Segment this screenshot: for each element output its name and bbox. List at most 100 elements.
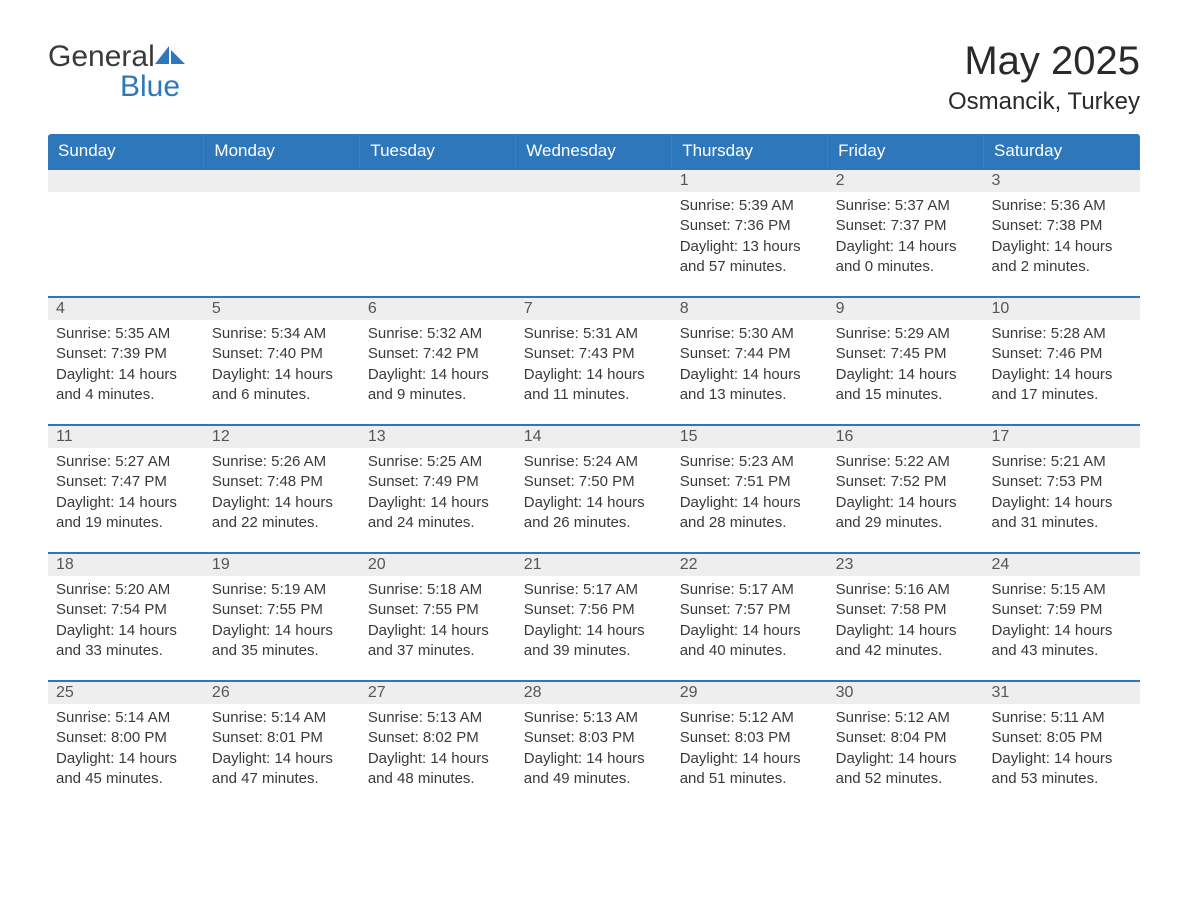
calendar-day-cell: 18Sunrise: 5:20 AMSunset: 7:54 PMDayligh… (48, 552, 204, 680)
calendar-day-cell: 29Sunrise: 5:12 AMSunset: 8:03 PMDayligh… (672, 680, 828, 808)
sunrise-line: Sunrise: 5:23 AM (680, 452, 820, 472)
sunrise-line: Sunrise: 5:22 AM (836, 452, 976, 472)
daylight-line: Daylight: 14 hours and 15 minutes. (836, 365, 976, 406)
day-details: Sunrise: 5:12 AMSunset: 8:03 PMDaylight:… (672, 704, 828, 797)
sunrise-line: Sunrise: 5:35 AM (56, 324, 196, 344)
calendar-day-cell (516, 168, 672, 296)
calendar-week-row: 25Sunrise: 5:14 AMSunset: 8:00 PMDayligh… (48, 680, 1140, 808)
calendar-day-cell: 5Sunrise: 5:34 AMSunset: 7:40 PMDaylight… (204, 296, 360, 424)
calendar-day-cell (204, 168, 360, 296)
sunrise-line: Sunrise: 5:11 AM (992, 708, 1132, 728)
day-number-empty (204, 168, 360, 192)
sunset-line: Sunset: 8:00 PM (56, 728, 196, 748)
calendar-day-cell: 4Sunrise: 5:35 AMSunset: 7:39 PMDaylight… (48, 296, 204, 424)
daylight-line: Daylight: 14 hours and 2 minutes. (992, 237, 1132, 278)
weekday-header: Monday (204, 134, 360, 168)
sunset-line: Sunset: 7:45 PM (836, 344, 976, 364)
day-details: Sunrise: 5:32 AMSunset: 7:42 PMDaylight:… (360, 320, 516, 413)
sunset-line: Sunset: 7:53 PM (992, 472, 1132, 492)
day-number: 17 (984, 424, 1140, 448)
calendar-table: Sunday Monday Tuesday Wednesday Thursday… (48, 134, 1140, 808)
calendar-day-cell: 23Sunrise: 5:16 AMSunset: 7:58 PMDayligh… (828, 552, 984, 680)
day-number: 9 (828, 296, 984, 320)
daylight-line: Daylight: 14 hours and 0 minutes. (836, 237, 976, 278)
daylight-line: Daylight: 14 hours and 13 minutes. (680, 365, 820, 406)
day-details: Sunrise: 5:28 AMSunset: 7:46 PMDaylight:… (984, 320, 1140, 413)
calendar-day-cell: 31Sunrise: 5:11 AMSunset: 8:05 PMDayligh… (984, 680, 1140, 808)
day-details: Sunrise: 5:14 AMSunset: 8:01 PMDaylight:… (204, 704, 360, 797)
sunrise-line: Sunrise: 5:27 AM (56, 452, 196, 472)
sunset-line: Sunset: 7:56 PM (524, 600, 664, 620)
day-number: 12 (204, 424, 360, 448)
sunset-line: Sunset: 7:39 PM (56, 344, 196, 364)
calendar-day-cell: 13Sunrise: 5:25 AMSunset: 7:49 PMDayligh… (360, 424, 516, 552)
sunset-line: Sunset: 7:37 PM (836, 216, 976, 236)
day-details: Sunrise: 5:22 AMSunset: 7:52 PMDaylight:… (828, 448, 984, 541)
daylight-line: Daylight: 14 hours and 31 minutes. (992, 493, 1132, 534)
sunset-line: Sunset: 7:47 PM (56, 472, 196, 492)
sunrise-line: Sunrise: 5:32 AM (368, 324, 508, 344)
logo: General Blue (48, 40, 189, 102)
sunset-line: Sunset: 7:42 PM (368, 344, 508, 364)
sunset-line: Sunset: 8:03 PM (524, 728, 664, 748)
sunset-line: Sunset: 7:48 PM (212, 472, 352, 492)
sunset-line: Sunset: 8:04 PM (836, 728, 976, 748)
day-number-empty (48, 168, 204, 192)
sunrise-line: Sunrise: 5:13 AM (368, 708, 508, 728)
day-details: Sunrise: 5:24 AMSunset: 7:50 PMDaylight:… (516, 448, 672, 541)
sunrise-line: Sunrise: 5:17 AM (680, 580, 820, 600)
daylight-line: Daylight: 14 hours and 24 minutes. (368, 493, 508, 534)
weekday-header: Friday (828, 134, 984, 168)
sunset-line: Sunset: 7:52 PM (836, 472, 976, 492)
logo-sail-icon (155, 44, 189, 66)
calendar-day-cell: 8Sunrise: 5:30 AMSunset: 7:44 PMDaylight… (672, 296, 828, 424)
weekday-header: Thursday (672, 134, 828, 168)
calendar-day-cell: 12Sunrise: 5:26 AMSunset: 7:48 PMDayligh… (204, 424, 360, 552)
sunrise-line: Sunrise: 5:34 AM (212, 324, 352, 344)
calendar-day-cell: 11 Sunrise: 5:27 AMSunset: 7:47 PMDayligh… (48, 424, 204, 552)
day-details: Sunrise: 5:35 AMSunset: 7:39 PMDaylight:… (48, 320, 204, 413)
calendar-day-cell: 2Sunrise: 5:37 AMSunset: 7:37 PMDaylight… (828, 168, 984, 296)
calendar-day-cell: 27Sunrise: 5:13 AMSunset: 8:02 PMDayligh… (360, 680, 516, 808)
calendar-day-cell: 15Sunrise: 5:23 AMSunset: 7:51 PMDayligh… (672, 424, 828, 552)
title-block: May 2025 Osmancik, Turkey (948, 40, 1140, 116)
calendar-day-cell: 21Sunrise: 5:17 AMSunset: 7:56 PMDayligh… (516, 552, 672, 680)
day-number: 19 (204, 552, 360, 576)
sunrise-line: Sunrise: 5:16 AM (836, 580, 976, 600)
day-number: 25 (48, 680, 204, 704)
sunrise-line: Sunrise: 5:19 AM (212, 580, 352, 600)
day-details: Sunrise: 5:36 AMSunset: 7:38 PMDaylight:… (984, 192, 1140, 285)
day-details: Sunrise: 5:34 AMSunset: 7:40 PMDaylight:… (204, 320, 360, 413)
day-number: 27 (360, 680, 516, 704)
day-number: 4 (48, 296, 204, 320)
daylight-line: Daylight: 14 hours and 11 minutes. (524, 365, 664, 406)
daylight-line: Daylight: 14 hours and 19 minutes. (56, 493, 196, 534)
day-details: Sunrise: 5:25 AMSunset: 7:49 PMDaylight:… (360, 448, 516, 541)
calendar-day-cell: 1Sunrise: 5:39 AMSunset: 7:36 PMDaylight… (672, 168, 828, 296)
daylight-line: Daylight: 14 hours and 48 minutes. (368, 749, 508, 790)
calendar-day-cell: 28Sunrise: 5:13 AMSunset: 8:03 PMDayligh… (516, 680, 672, 808)
calendar-week-row: 4Sunrise: 5:35 AMSunset: 7:39 PMDaylight… (48, 296, 1140, 424)
weekday-header: Sunday (48, 134, 204, 168)
daylight-line: Daylight: 14 hours and 6 minutes. (212, 365, 352, 406)
daylight-line: Daylight: 14 hours and 17 minutes. (992, 365, 1132, 406)
day-number: 21 (516, 552, 672, 576)
sunset-line: Sunset: 7:46 PM (992, 344, 1132, 364)
sunrise-line: Sunrise: 5:12 AM (836, 708, 976, 728)
day-details: Sunrise: 5:29 AMSunset: 7:45 PMDaylight:… (828, 320, 984, 413)
day-number: 13 (360, 424, 516, 448)
calendar-day-cell: 26Sunrise: 5:14 AMSunset: 8:01 PMDayligh… (204, 680, 360, 808)
sunset-line: Sunset: 7:51 PM (680, 472, 820, 492)
calendar-day-cell: 7Sunrise: 5:31 AMSunset: 7:43 PMDaylight… (516, 296, 672, 424)
sunset-line: Sunset: 7:55 PM (212, 600, 352, 620)
day-number: 11 (48, 424, 204, 448)
day-number: 31 (984, 680, 1140, 704)
calendar-day-cell (48, 168, 204, 296)
day-details: Sunrise: 5:17 AMSunset: 7:57 PMDaylight:… (672, 576, 828, 669)
logo-text: General Blue (48, 40, 189, 102)
sunrise-line: Sunrise: 5:12 AM (680, 708, 820, 728)
daylight-line: Daylight: 14 hours and 51 minutes. (680, 749, 820, 790)
daylight-line: Daylight: 14 hours and 40 minutes. (680, 621, 820, 662)
calendar-day-cell (360, 168, 516, 296)
day-number: 28 (516, 680, 672, 704)
